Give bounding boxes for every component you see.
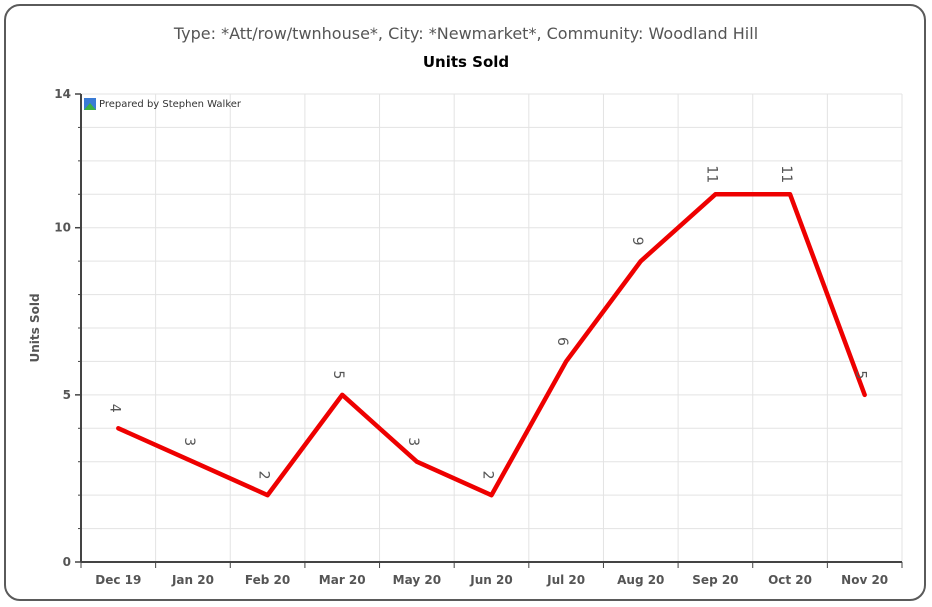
data-labels: 4 3 2 5 3 2 6 9 11 11 5 bbox=[106, 165, 868, 479]
series-units-sold bbox=[116, 192, 867, 498]
y-axis-label: Units Sold bbox=[28, 293, 42, 362]
credit-text: Prepared by Stephen Walker bbox=[99, 98, 242, 110]
data-label: 3 bbox=[181, 437, 197, 446]
x-tick-labels: Dec 19 Jan 20 Feb 20 Mar 20 May 20 Jun 20 Jul … bbox=[80, 562, 903, 587]
data-label: 4 bbox=[106, 404, 122, 413]
data-label: 6 bbox=[554, 337, 570, 346]
data-label: 5 bbox=[853, 370, 869, 379]
data-label: 5 bbox=[330, 370, 346, 379]
data-label: 2 bbox=[480, 471, 496, 480]
x-tick-label: Mar 20 bbox=[319, 573, 366, 587]
data-label: 11 bbox=[703, 165, 719, 183]
x-tick-label: Jun 20 bbox=[469, 573, 512, 587]
chart-title: Units Sold bbox=[422, 53, 510, 71]
x-tick-label: Dec 19 bbox=[95, 573, 141, 587]
chart-frame bbox=[4, 4, 926, 601]
data-label: 11 bbox=[778, 165, 794, 183]
y-tick-label: 0 bbox=[63, 555, 71, 569]
credit: Prepared by Stephen Walker bbox=[84, 98, 241, 110]
x-tick-label: May 20 bbox=[393, 573, 441, 587]
x-tick-label: Feb 20 bbox=[245, 573, 290, 587]
series-line bbox=[116, 192, 867, 498]
x-tick-label: Nov 20 bbox=[841, 573, 888, 587]
chart-logo-icon bbox=[84, 98, 96, 110]
data-label: 9 bbox=[629, 237, 645, 246]
y-tick-label: 5 bbox=[63, 388, 71, 402]
y-tick-label: 10 bbox=[54, 221, 71, 235]
data-label: 3 bbox=[405, 437, 421, 446]
y-tick-label: 14 bbox=[54, 87, 71, 101]
data-label: 2 bbox=[256, 471, 272, 480]
x-tick-label: Sep 20 bbox=[692, 573, 738, 587]
chart-subtitle: Type: *Att/row/twnhouse*, City: *Newmark… bbox=[173, 24, 759, 43]
x-tick-label: Oct 20 bbox=[768, 573, 812, 587]
x-tick-label: Aug 20 bbox=[617, 573, 664, 587]
y-tick-labels: 0 5 10 14 bbox=[54, 87, 81, 569]
grid-lines bbox=[81, 93, 903, 562]
x-tick-label: Jul 20 bbox=[546, 573, 585, 587]
x-tick-label: Jan 20 bbox=[171, 573, 214, 587]
